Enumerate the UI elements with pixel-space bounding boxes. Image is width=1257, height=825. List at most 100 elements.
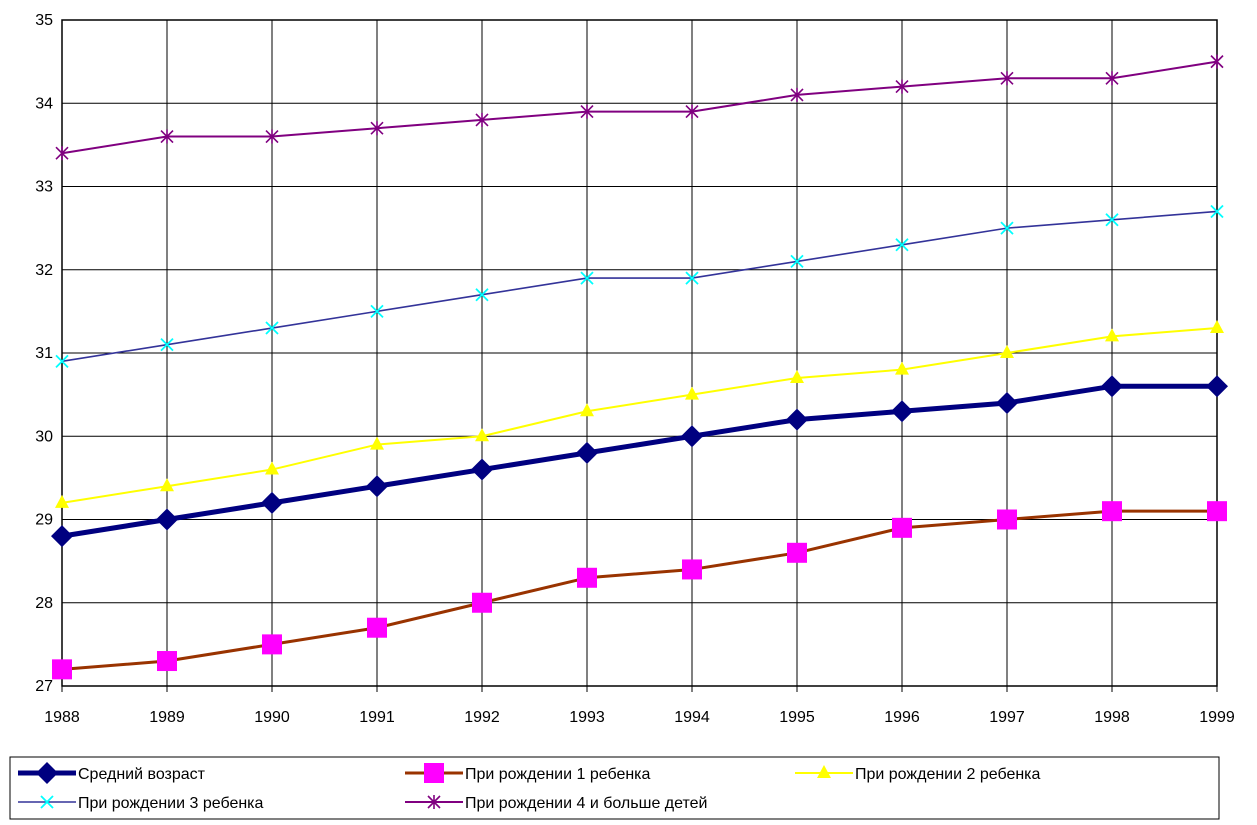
series-line [61,383,1217,539]
legend-marker [40,795,54,809]
data-point [157,651,177,672]
legend-box [9,756,1220,820]
y-tick-label: 34 [35,95,53,112]
plot-area-border [61,19,1218,687]
data-point [262,634,282,655]
y-tick-label: 28 [35,595,53,612]
data-point [682,559,702,580]
data-point [1210,320,1224,334]
data-point [160,129,174,144]
y-tick-label: 27 [35,678,53,695]
legend-item: Средний возраст [18,762,206,784]
x-tick-label: 1990 [254,709,290,726]
series-3 [55,320,1224,508]
data-point [1000,221,1014,235]
data-point [265,321,279,335]
data-point [1105,71,1119,86]
data-point [576,441,598,464]
x-tick-label: 1993 [569,709,605,726]
data-point [370,304,384,319]
legend-marker [817,765,831,778]
y-tick-label: 33 [35,179,53,196]
data-point [580,104,594,119]
x-tick-label: 1989 [149,709,185,726]
series-line [61,509,1217,671]
data-point [997,509,1017,530]
data-point [156,508,178,531]
data-point [52,659,72,680]
data-point [580,403,594,417]
y-tick-label: 31 [35,345,53,362]
data-point [1206,375,1228,398]
series-line [61,327,1218,504]
legend-item: При рождении 1 ребенка [405,763,651,783]
x-tick-label: 1992 [464,709,500,726]
data-point [895,361,909,375]
data-point [895,79,909,94]
y-tick-label: 30 [35,428,53,445]
series-1 [51,375,1228,548]
x-tick-label: 1994 [674,709,710,726]
data-point [370,436,384,450]
data-point [1000,345,1014,358]
data-point [475,288,489,302]
series-line [61,210,1218,363]
data-point [787,542,807,563]
data-point [366,475,388,498]
data-point [55,354,69,368]
legend-label: При рождении 3 ребенка [78,795,264,812]
data-point [790,254,804,269]
data-point [1210,54,1224,69]
series-2 [52,501,1227,680]
data-point [265,461,279,475]
data-point [1105,328,1119,342]
x-tick-label: 1996 [884,709,920,726]
data-point [261,491,283,514]
data-point [265,129,279,144]
data-point [1000,71,1014,86]
data-point [1101,375,1123,398]
data-point [370,121,384,136]
legend: Средний возраст При рождении 1 ребенка При… [9,756,1220,820]
legend-label: Средний возраст [78,766,206,783]
x-tick-label: 1995 [779,709,815,726]
data-point [51,525,73,548]
data-point [892,517,912,538]
x-tick-label: 1999 [1199,709,1235,726]
data-point [786,408,808,431]
legend-label: При рождении 1 ребенка [465,766,651,783]
data-point [580,271,594,285]
data-point [55,146,69,161]
series-5 [55,54,1224,161]
legend-marker [424,763,444,783]
data-point [475,428,489,442]
series-line [61,60,1218,155]
legend-item: При рождении 4 и больше детей [405,795,707,812]
y-tick-label: 29 [35,512,53,529]
legend-marker [36,762,58,784]
axis-layer: 27 28 29 30 31 32 33 34 35 1988 1989 1990 1991 1992 19… [35,12,1235,726]
data-point [475,112,489,127]
data-point [472,592,492,613]
data-point [1210,204,1224,219]
data-point [996,391,1018,414]
series-layer [51,54,1228,680]
legend-marker [427,795,441,809]
series-4 [55,204,1224,368]
y-tick-label: 35 [35,12,53,29]
data-point [1207,501,1227,522]
data-point [790,369,804,383]
data-point [1105,213,1119,227]
data-point [367,617,387,638]
data-point [685,386,699,400]
x-tick-label: 1991 [359,709,395,726]
data-point [681,425,703,448]
legend-label: При рождении 4 и больше детей [465,795,707,812]
data-point [685,104,699,119]
x-tick-label: 1998 [1094,709,1130,726]
data-point [160,338,174,352]
data-point [895,238,909,252]
data-point [471,458,493,481]
